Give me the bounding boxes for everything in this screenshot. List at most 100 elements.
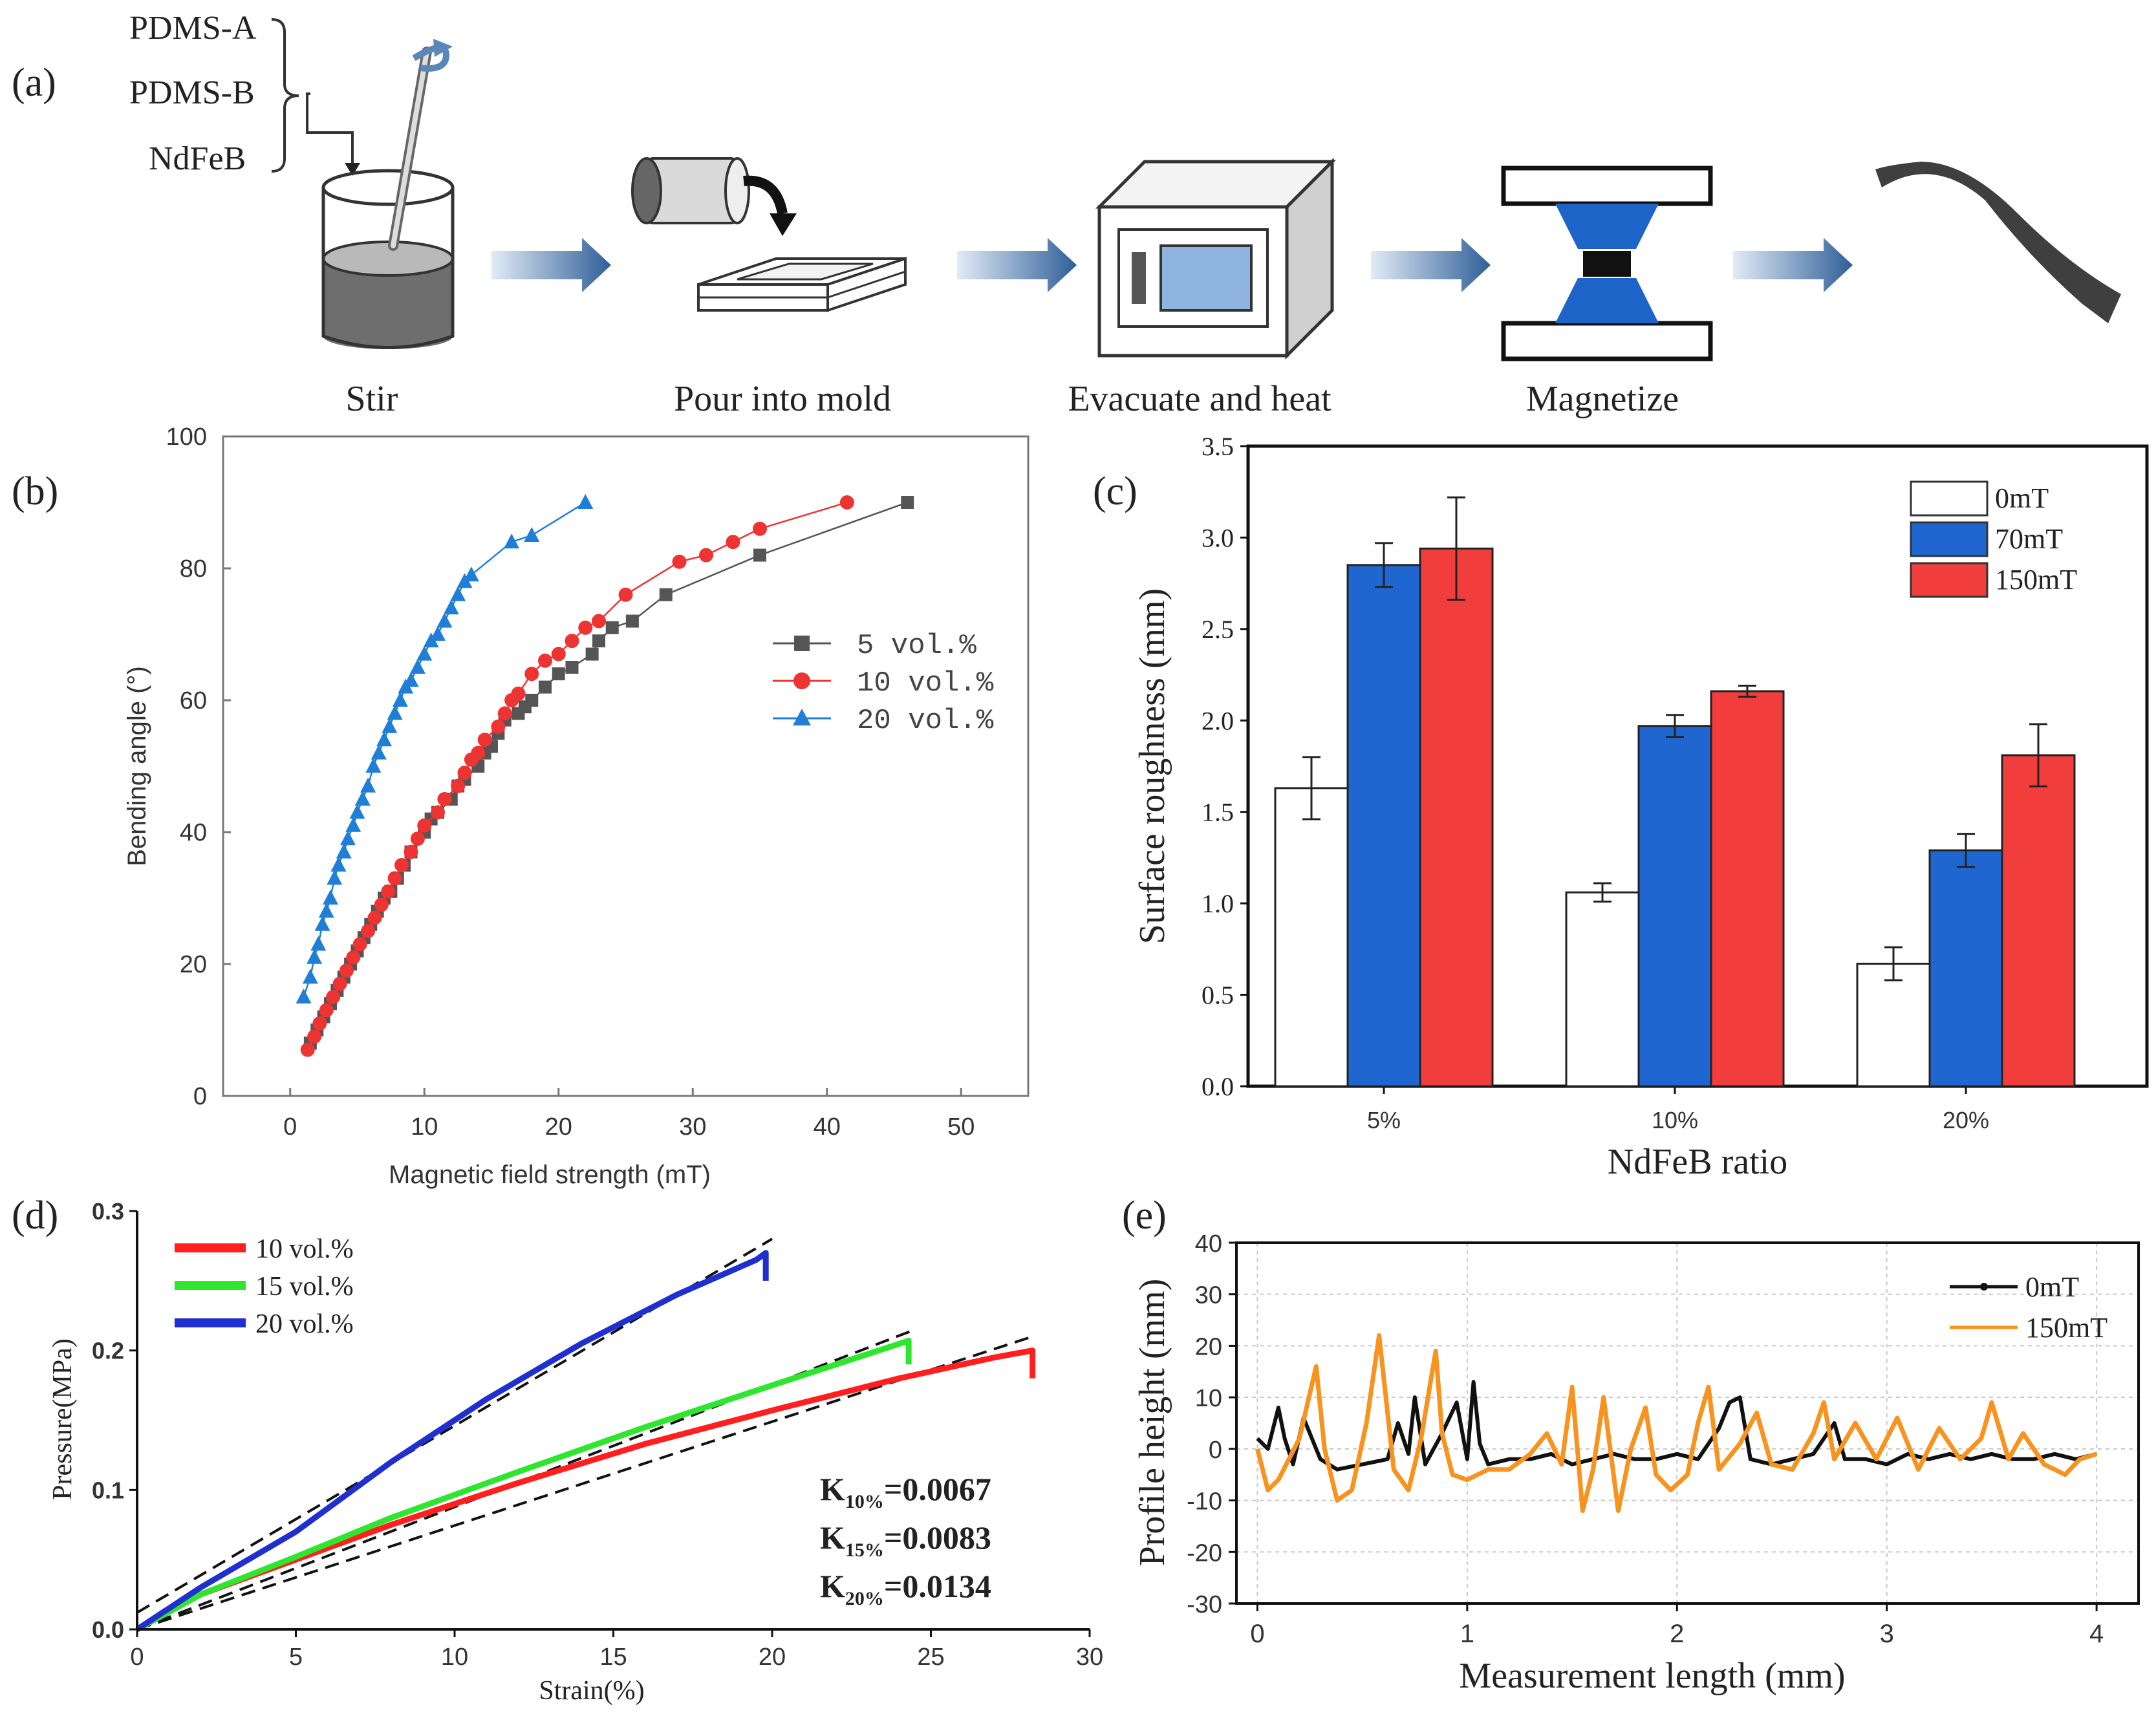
legend-c-swatch-2 (1910, 562, 1989, 598)
chart-e-xtick-label: 0 (1250, 1620, 1264, 1648)
chart-b-point-1 (404, 844, 418, 859)
chart-c-legend: 0mT 70mT 150mT (1910, 480, 2077, 598)
chart-c-xtick-label: 5% (1367, 1107, 1401, 1133)
legend-b-label-1: 10 vol.% (857, 667, 994, 700)
step-label-pour: Pour into mold (674, 379, 891, 419)
chart-d-annotations: K10%=0.0067 K15%=0.0083 K20%=0.0134 (820, 1471, 991, 1609)
chart-d: (d) 0 5 10 15 20 25 30 0.0 0.1 0.2 0.3 Strain(%) P… (12, 1194, 1103, 1706)
chart-e-series-line-1 (1255, 1333, 2098, 1514)
chart-b-ylabel: Bending angle (°) (123, 666, 151, 866)
chart-b-point-2 (314, 916, 330, 931)
chart-d-series-line-1 (135, 1338, 912, 1632)
panel-e-label: (e) (1122, 1194, 1167, 1238)
chart-c-bar (1856, 962, 1931, 1088)
chart-c-ytick-label: 0.5 (1202, 981, 1234, 1010)
chart-b-point-1 (672, 554, 687, 569)
chart-b-point-1 (457, 766, 472, 780)
chart-e-ylabel: Profile height (mm) (1132, 1279, 1172, 1567)
ingredient-ndfeb: NdFeB (149, 140, 246, 177)
legend-b-marker-2 (793, 709, 811, 725)
step-label-evacuate: Evacuate and heat (1068, 379, 1331, 419)
chart-b-point-1 (726, 535, 740, 550)
chart-b-point-2 (437, 612, 453, 628)
chart-c-bar (1710, 690, 1785, 1088)
chart-b-series-line-0 (309, 501, 908, 1044)
chart-b-point-2 (296, 989, 312, 1003)
step-label-magnetize: Magnetize (1526, 379, 1679, 419)
chart-b-point-1 (839, 495, 854, 509)
chart-b-point-2 (327, 870, 343, 885)
chart-b-point-1 (451, 778, 466, 793)
chart-e-xtick-label: 3 (1880, 1620, 1894, 1648)
chart-b-point-1 (417, 818, 432, 833)
legend-b-marker-0 (794, 636, 810, 651)
chart-e-ytick-label: 30 (1195, 1282, 1222, 1309)
chart-b-point-2 (524, 527, 540, 542)
chart-b-point-1 (524, 667, 539, 681)
process-arrow-icons (491, 238, 1853, 292)
chart-b-xtick-label: 10 (411, 1113, 438, 1141)
chart-b-point-1 (437, 792, 452, 806)
panel-a: (a) PDMS-A PDMS-B NdFeB (12, 10, 2121, 419)
legend-c-swatch-0 (1910, 480, 1989, 517)
chart-d-xtick-label: 30 (1076, 1644, 1103, 1671)
chart-c-ytick-label: 1.5 (1202, 798, 1234, 827)
legend-c-label-0: 0mT (1995, 482, 2049, 514)
chart-e-ytick-label: -20 (1187, 1539, 1222, 1567)
chart-b-point-1 (339, 963, 354, 978)
legend-d-label-0: 10 vol.% (255, 1234, 354, 1264)
chart-c-bar (2001, 754, 2076, 1088)
chart-b-point-2 (443, 599, 459, 615)
chart-d-fit-line-2 (136, 1238, 773, 1614)
chart-b-ytick-label: 100 (166, 424, 207, 451)
chart-b-point-1 (332, 976, 347, 991)
chart-b-xtick-label: 20 (545, 1113, 572, 1141)
chart-e-legend: 0mT 150mT (1950, 1271, 2107, 1344)
chart-b-legend: 5 vol.% 10 vol.% 20 vol.% (773, 630, 994, 737)
chart-b-point-1 (387, 871, 402, 886)
chart-b-point-0 (592, 634, 605, 648)
chart-c-ylabel: Surface roughness (mm) (1132, 588, 1172, 945)
chart-b-point-1 (578, 620, 593, 635)
chart-b-point-1 (753, 521, 767, 536)
chart-b: (b) 0 10 20 30 40 50 0 20 40 60 80 100 Magnetic fie… (12, 424, 1029, 1189)
chart-b-point-2 (302, 969, 318, 984)
chart-d-xlabel: Strain(%) (539, 1676, 644, 1706)
annotation-k15: K15%=0.0083 (820, 1519, 991, 1561)
chart-c-ytick-label: 2.0 (1202, 706, 1234, 735)
chart-d-series-line-2 (135, 1250, 769, 1632)
chart-b-point-2 (330, 857, 347, 872)
chart-d-legend: 10 vol.% 15 vol.% 20 vol.% (175, 1234, 354, 1339)
chart-d-ytick-label: 0.2 (92, 1338, 124, 1364)
chart-b-point-1 (491, 719, 506, 734)
chart-b-xtick-label: 50 (947, 1113, 975, 1141)
chart-c-bar (1346, 564, 1421, 1088)
chart-c: (c) 0.0 0.5 1.0 1.5 2.0 2.5 3.0 3.5 5% 10% 20% NdF… (1093, 432, 2149, 1182)
chart-b-point-2 (340, 830, 356, 846)
finished-strip-icon (1875, 162, 2121, 323)
chart-b-frame (222, 435, 1029, 1097)
panel-a-label: (a) (12, 61, 56, 105)
chart-b-point-2 (360, 777, 376, 793)
chart-c-xlabel: NdFeB ratio (1608, 1142, 1787, 1182)
chart-d-xtick-label: 0 (130, 1644, 144, 1671)
chart-b-point-1 (346, 950, 361, 965)
chart-b-point-2 (430, 626, 446, 641)
chart-b-ytick-label: 40 (180, 819, 207, 846)
chart-b-point-2 (392, 692, 408, 707)
feed-arrow (306, 92, 354, 165)
chart-b-point-2 (318, 903, 334, 918)
oven-icon (1095, 157, 1337, 360)
chart-b-point-1 (538, 653, 552, 668)
chart-c-bar (1274, 787, 1349, 1088)
chart-b-point-0 (539, 680, 552, 694)
chart-d-fit-line-0 (136, 1335, 1033, 1631)
chart-b-point-1 (592, 614, 606, 628)
chart-b-point-2 (307, 949, 323, 964)
chart-b-point-2 (323, 890, 338, 905)
chart-b-point-1 (497, 706, 512, 721)
chart-b-point-1 (307, 1029, 322, 1044)
chart-d-ylabel: Pressure(MPa) (48, 1338, 78, 1500)
chart-b-point-2 (403, 672, 419, 687)
